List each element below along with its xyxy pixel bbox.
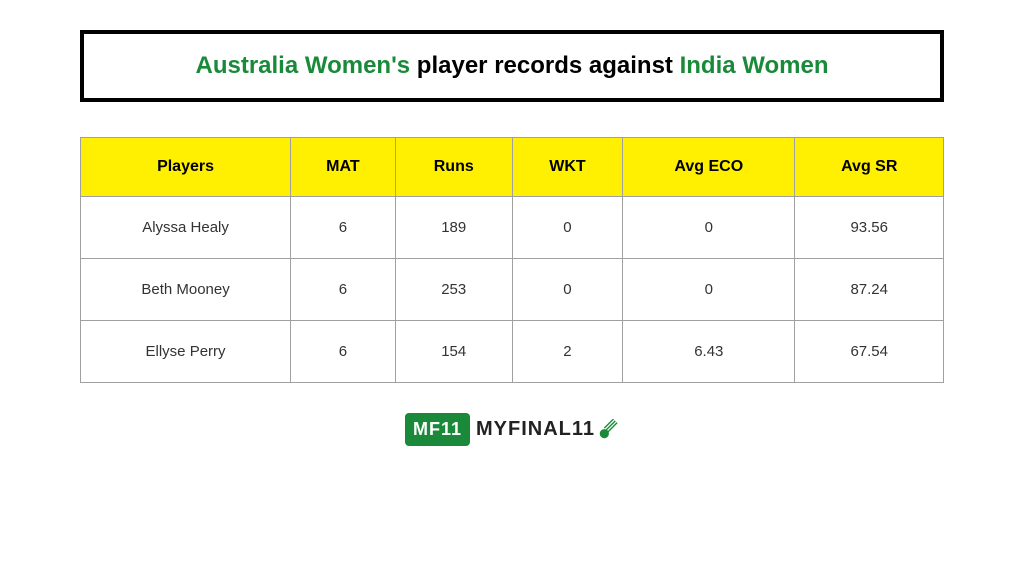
cell-eco: 0 [623, 259, 795, 321]
title-middle: player records against [410, 52, 679, 79]
table-row: Ellyse Perry 6 154 2 6.43 67.54 [81, 321, 944, 383]
cell-eco: 0 [623, 197, 795, 259]
title-team2: India Women [680, 52, 829, 79]
cell-player: Alyssa Healy [81, 197, 291, 259]
cell-sr: 67.54 [795, 321, 944, 383]
table-header-row: Players MAT Runs WKT Avg ECO Avg SR [81, 138, 944, 197]
cell-player: Beth Mooney [81, 259, 291, 321]
cell-wkt: 2 [512, 321, 622, 383]
table-row: Alyssa Healy 6 189 0 0 93.56 [81, 197, 944, 259]
col-players: Players [81, 138, 291, 197]
cell-runs: 253 [395, 259, 512, 321]
col-mat: MAT [291, 138, 396, 197]
title-container: Australia Women's player records against… [80, 30, 944, 102]
title-team1: Australia Women's [195, 52, 410, 79]
table-row: Beth Mooney 6 253 0 0 87.24 [81, 259, 944, 321]
cell-runs: 154 [395, 321, 512, 383]
stats-table: Players MAT Runs WKT Avg ECO Avg SR Alys… [80, 137, 944, 383]
cell-sr: 87.24 [795, 259, 944, 321]
col-avg-eco: Avg ECO [623, 138, 795, 197]
col-avg-sr: Avg SR [795, 138, 944, 197]
col-runs: Runs [395, 138, 512, 197]
cell-mat: 6 [291, 321, 396, 383]
logo-badge: MF11 [405, 413, 470, 446]
col-wkt: WKT [512, 138, 622, 197]
cell-mat: 6 [291, 259, 396, 321]
brand-logo: MF11 MYFINAL11 [405, 413, 619, 446]
cell-mat: 6 [291, 197, 396, 259]
cell-runs: 189 [395, 197, 512, 259]
cell-sr: 93.56 [795, 197, 944, 259]
cell-player: Ellyse Perry [81, 321, 291, 383]
cell-wkt: 0 [512, 197, 622, 259]
logo-brand-text: MYFINAL11 [472, 418, 595, 441]
cell-eco: 6.43 [623, 321, 795, 383]
shuttlecock-icon [597, 419, 619, 441]
cell-wkt: 0 [512, 259, 622, 321]
